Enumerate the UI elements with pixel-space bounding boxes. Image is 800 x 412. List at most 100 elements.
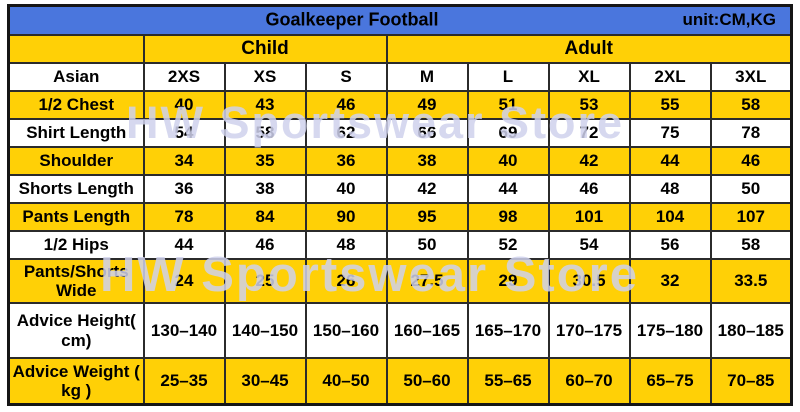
table-row-groups: Child Adult xyxy=(7,33,793,64)
value-cell: 175–180 xyxy=(628,302,712,360)
value-cell: 36 xyxy=(304,145,388,176)
value-cell: 58 xyxy=(709,89,793,120)
value-cell: 66 xyxy=(385,117,469,148)
row-label: 1/2 Chest xyxy=(7,89,145,120)
value-cell: 58 xyxy=(709,229,793,261)
value-cell: 25 xyxy=(223,258,307,305)
value-cell: 44 xyxy=(628,145,712,176)
value-cell: 50–60 xyxy=(385,357,469,406)
value-cell: 160–165 xyxy=(385,302,469,360)
value-cell: 40–50 xyxy=(304,357,388,406)
value-cell: 170–175 xyxy=(547,302,631,360)
value-cell: 29 xyxy=(466,258,550,305)
value-cell: 49 xyxy=(385,89,469,120)
value-cell: 84 xyxy=(223,201,307,233)
value-cell: 24 xyxy=(142,258,226,305)
value-cell: 46 xyxy=(709,145,793,176)
group-adult: Adult xyxy=(385,33,793,64)
value-cell: 50 xyxy=(385,229,469,261)
value-cell: 48 xyxy=(304,229,388,261)
value-cell: 25–35 xyxy=(142,357,226,406)
value-cell: 40 xyxy=(304,173,388,204)
value-cell: 75 xyxy=(628,117,712,148)
value-cell: 62 xyxy=(304,117,388,148)
value-cell: 56 xyxy=(628,229,712,261)
value-cell: 180–185 xyxy=(709,302,793,360)
column-header: 2XS xyxy=(142,61,226,92)
value-cell: 150–160 xyxy=(304,302,388,360)
value-cell: 70–85 xyxy=(709,357,793,406)
table-row: 1/2 Chest 40 43 46 49 51 53 55 58 xyxy=(7,89,793,120)
value-cell: 44 xyxy=(142,229,226,261)
value-cell: 51 xyxy=(466,89,550,120)
value-cell: 65–75 xyxy=(628,357,712,406)
column-header: L xyxy=(466,61,550,92)
value-cell: 40 xyxy=(466,145,550,176)
value-cell: 33.5 xyxy=(709,258,793,305)
size-chart-table: Goalkeeper Football unit:CM,KG Child Adu… xyxy=(7,4,793,406)
value-cell: 43 xyxy=(223,89,307,120)
value-cell: 60–70 xyxy=(547,357,631,406)
value-cell: 140–150 xyxy=(223,302,307,360)
value-cell: 53 xyxy=(547,89,631,120)
value-cell: 55 xyxy=(628,89,712,120)
value-cell: 72 xyxy=(547,117,631,148)
row-label: Asian xyxy=(7,61,145,92)
column-header: 2XL xyxy=(628,61,712,92)
value-cell: 48 xyxy=(628,173,712,204)
chart-title: Goalkeeper Football xyxy=(265,9,439,30)
value-cell: 42 xyxy=(385,173,469,204)
table-row: Shorts Length 36 38 40 42 44 46 48 50 xyxy=(7,173,793,204)
row-label: Advice Weight ( kg ) xyxy=(7,357,145,406)
table-row-title: Goalkeeper Football unit:CM,KG xyxy=(7,4,793,36)
group-spacer-cell xyxy=(7,33,145,64)
value-cell: 30–45 xyxy=(223,357,307,406)
value-cell: 54 xyxy=(142,117,226,148)
value-cell: 58 xyxy=(223,117,307,148)
row-label: Shoulder xyxy=(7,145,145,176)
row-label: Pants/Shorts Wide xyxy=(7,258,145,305)
table-row: Pants Length 78 84 90 95 98 101 104 107 xyxy=(7,201,793,233)
table-row: Advice Weight ( kg ) 25–35 30–45 40–50 5… xyxy=(7,357,793,406)
value-cell: 54 xyxy=(547,229,631,261)
value-cell: 98 xyxy=(466,201,550,233)
value-cell: 40 xyxy=(142,89,226,120)
value-cell: 30.5 xyxy=(547,258,631,305)
value-cell: 46 xyxy=(547,173,631,204)
value-cell: 95 xyxy=(385,201,469,233)
value-cell: 46 xyxy=(304,89,388,120)
table-row-sizes: Asian 2XS XS S M L XL 2XL 3XL xyxy=(7,61,793,92)
value-cell: 46 xyxy=(223,229,307,261)
value-cell: 55–65 xyxy=(466,357,550,406)
row-label: Pants Length xyxy=(7,201,145,233)
column-header: XL xyxy=(547,61,631,92)
value-cell: 44 xyxy=(466,173,550,204)
value-cell: 38 xyxy=(385,145,469,176)
value-cell: 27.5 xyxy=(385,258,469,305)
group-child: Child xyxy=(142,33,388,64)
value-cell: 34 xyxy=(142,145,226,176)
value-cell: 52 xyxy=(466,229,550,261)
column-header: M xyxy=(385,61,469,92)
table-row: Shoulder 34 35 36 38 40 42 44 46 xyxy=(7,145,793,176)
size-chart-table-wrap: Goalkeeper Football unit:CM,KG Child Adu… xyxy=(7,4,793,406)
value-cell: 36 xyxy=(142,173,226,204)
value-cell: 104 xyxy=(628,201,712,233)
title-cell: Goalkeeper Football unit:CM,KG xyxy=(7,4,793,36)
row-label: Shorts Length xyxy=(7,173,145,204)
row-label: 1/2 Hips xyxy=(7,229,145,261)
table-row: Shirt Length 54 58 62 66 69 72 75 78 xyxy=(7,117,793,148)
value-cell: 69 xyxy=(466,117,550,148)
unit-label: unit:CM,KG xyxy=(682,10,776,30)
table-row: Advice Height( cm) 130–140 140–150 150–1… xyxy=(7,302,793,360)
column-header: 3XL xyxy=(709,61,793,92)
value-cell: 107 xyxy=(709,201,793,233)
row-label: Shirt Length xyxy=(7,117,145,148)
row-label: Advice Height( cm) xyxy=(7,302,145,360)
column-header: XS xyxy=(223,61,307,92)
value-cell: 165–170 xyxy=(466,302,550,360)
value-cell: 38 xyxy=(223,173,307,204)
value-cell: 130–140 xyxy=(142,302,226,360)
table-row: 1/2 Hips 44 46 48 50 52 54 56 58 xyxy=(7,229,793,261)
